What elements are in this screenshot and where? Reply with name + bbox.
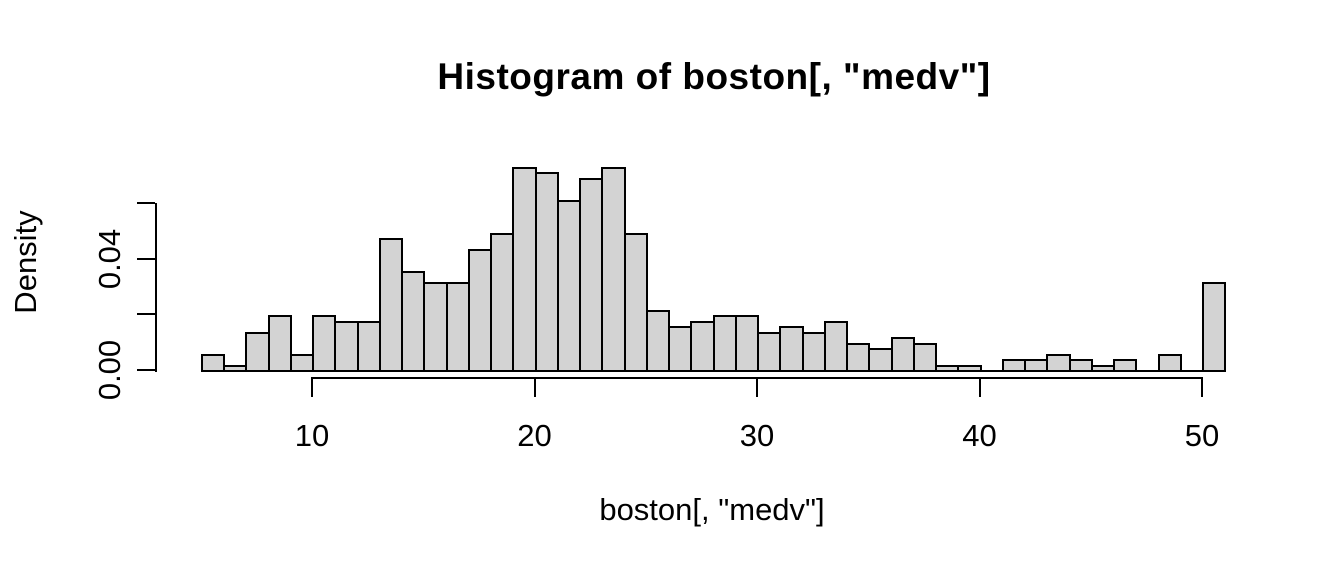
histogram-bar — [223, 364, 248, 372]
x-axis-label: boston[, "medv"] — [599, 492, 825, 527]
x-tick-label: 20 — [517, 418, 552, 453]
histogram-bar — [445, 282, 470, 372]
histogram-bar — [779, 326, 804, 372]
histogram-bar — [601, 166, 626, 372]
histogram-bar — [712, 315, 737, 372]
y-tick — [137, 369, 155, 371]
histogram-bar — [1001, 359, 1026, 372]
x-tick — [978, 379, 981, 397]
y-tick-label: 0.00 — [92, 339, 127, 401]
histogram-bar — [1068, 359, 1093, 372]
y-tick — [137, 313, 155, 316]
histogram-bar — [467, 249, 492, 372]
y-tick — [137, 257, 155, 260]
histogram-bar — [556, 199, 581, 372]
histogram-bar — [846, 342, 871, 372]
x-tick — [756, 379, 758, 397]
histogram-bar — [734, 315, 759, 372]
histogram-bar — [801, 331, 826, 372]
x-tick — [1201, 379, 1203, 397]
histogram-bar — [1202, 282, 1227, 372]
histogram-bar — [289, 353, 314, 372]
histogram-bar — [823, 320, 848, 372]
histogram-bar-zero — [979, 370, 1004, 372]
x-tick — [533, 379, 536, 397]
histogram-bar — [868, 348, 893, 372]
histogram-bar — [1157, 353, 1182, 372]
histogram-bar — [312, 315, 337, 372]
x-tick — [311, 379, 313, 397]
histogram-bar-zero — [1179, 370, 1204, 372]
x-axis-line — [311, 377, 1203, 379]
y-axis-label: Density — [8, 210, 43, 314]
histogram-bar — [423, 282, 448, 372]
x-tick-label: 50 — [1184, 418, 1220, 453]
histogram-bar — [912, 342, 937, 372]
x-tick-label: 40 — [962, 418, 997, 453]
histogram-bar — [957, 364, 982, 372]
x-tick-label: 30 — [739, 418, 775, 453]
histogram-bar — [645, 309, 670, 372]
histogram-bar-zero — [1135, 370, 1160, 372]
histogram-bar — [690, 320, 715, 372]
histogram-bar — [579, 177, 604, 372]
histogram-bar — [200, 353, 225, 372]
histogram-bar — [534, 172, 559, 372]
histogram-bar — [757, 331, 782, 372]
histogram-bar — [1046, 353, 1071, 372]
y-tick-label: 0.04 — [92, 228, 127, 289]
histogram-bar — [334, 320, 359, 372]
histogram-bar — [512, 166, 537, 372]
histogram-bar — [267, 315, 292, 372]
histogram-bar — [623, 232, 648, 372]
chart-title: Histogram of boston[, "medv"] — [437, 56, 991, 97]
histogram-bar — [1113, 359, 1138, 372]
histogram-bar — [378, 238, 403, 372]
histogram-bar — [935, 364, 960, 372]
histogram-bar — [356, 320, 381, 372]
y-axis-line — [155, 203, 157, 372]
histogram-bar — [890, 337, 915, 372]
histogram-bar — [1090, 364, 1115, 372]
y-tick — [137, 202, 155, 205]
histogram-bar — [1024, 359, 1049, 372]
histogram-bar — [245, 331, 270, 372]
histogram-bar — [401, 271, 426, 372]
x-tick-label: 10 — [294, 418, 330, 453]
histogram-bar — [668, 326, 693, 372]
histogram-bar — [490, 232, 515, 372]
